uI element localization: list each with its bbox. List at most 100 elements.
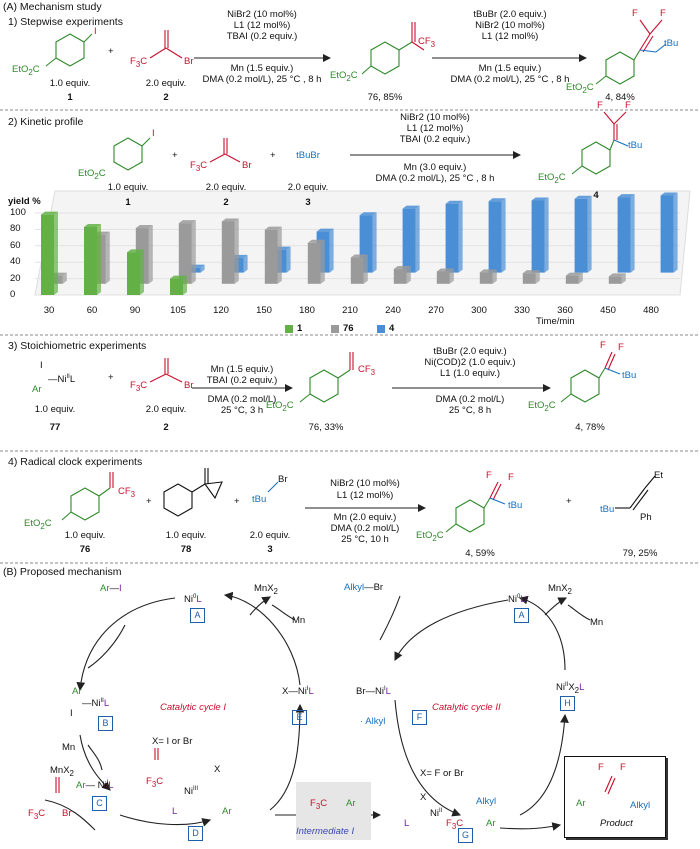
- bar-76-180: [307, 242, 321, 284]
- bar-76-240: [393, 269, 407, 284]
- bar-side: [200, 264, 205, 273]
- bar-76-450: [608, 276, 622, 284]
- bar-top: [402, 205, 420, 209]
- bar-top: [359, 212, 377, 216]
- section-B-title: (B) Proposed mechanism: [3, 566, 122, 578]
- bar-top: [660, 192, 678, 196]
- x-tick: 150: [256, 305, 272, 316]
- bar-top: [41, 211, 58, 215]
- y-tick: 100: [10, 207, 26, 218]
- bar-side: [673, 192, 678, 273]
- y-tick: 60: [10, 239, 21, 251]
- bar-side: [183, 275, 187, 295]
- bar-top: [221, 218, 239, 222]
- bar-side: [406, 266, 411, 284]
- x-tick: 480: [643, 305, 659, 316]
- x-tick: 450: [600, 305, 616, 316]
- eq-1: 1.0 equiv.: [49, 78, 91, 89]
- bar-side: [535, 270, 540, 284]
- x-tick: 360: [557, 305, 573, 316]
- ester-label-1: EtO2C: [12, 64, 40, 77]
- x-tick: 300: [471, 305, 487, 316]
- bar-76-150: [264, 229, 278, 284]
- bar-4-300: [488, 201, 502, 273]
- bar-side: [277, 226, 282, 284]
- x-tick: 210: [342, 305, 358, 316]
- bar-top: [522, 270, 540, 274]
- bar-side: [415, 205, 420, 273]
- section-2-title: 2) Kinetic profile: [8, 116, 84, 128]
- bar-76-300: [479, 272, 493, 284]
- x-tick: 330: [514, 305, 530, 316]
- bar-4-270: [445, 203, 459, 273]
- kinetic-chart: [34, 190, 691, 296]
- bar-side: [105, 231, 110, 284]
- bar-side: [234, 218, 239, 284]
- legend-swatch: [285, 325, 293, 333]
- bar-side: [320, 239, 325, 284]
- bar-side: [492, 269, 497, 284]
- legend-swatch: [331, 325, 339, 333]
- x-tick: 90: [129, 305, 141, 316]
- cmpd-2: 2: [163, 92, 169, 103]
- bar-top: [617, 194, 635, 198]
- iodo-label: I: [94, 26, 97, 37]
- bar-4-480: [660, 195, 674, 273]
- bar-1-60: [84, 226, 97, 295]
- bar-side: [630, 194, 635, 273]
- y-tick: 20: [10, 272, 21, 284]
- bar-top: [316, 228, 334, 232]
- bar-top: [84, 223, 101, 227]
- bar-top: [565, 272, 583, 276]
- bar-76-270: [436, 271, 450, 284]
- bar-76-120: [221, 221, 235, 284]
- chart-ylabel: yield %: [8, 196, 41, 207]
- bar-top: [127, 249, 144, 253]
- section-4-title: 4) Radical clock experiments: [8, 456, 143, 468]
- intermediate-I-box: [296, 782, 371, 840]
- bar-side: [363, 254, 368, 284]
- bar-side: [329, 228, 334, 273]
- bar-side: [449, 268, 454, 284]
- chart-xlabel: Time/min: [536, 316, 575, 327]
- x-tick: 60: [86, 305, 98, 316]
- bar-1-105: [170, 278, 183, 295]
- x-tick: 240: [385, 305, 401, 316]
- legend-label: 1: [297, 323, 303, 334]
- product-box: [564, 756, 666, 838]
- x-tick: 270: [428, 305, 444, 316]
- cycle-II-arrows: [379, 595, 591, 831]
- bar-76-210: [350, 257, 364, 284]
- yield-76: 76, 85%: [367, 92, 403, 103]
- section-1-title: 1) Stepwise experiments: [8, 16, 123, 28]
- bar-side: [286, 246, 291, 273]
- bar-top: [436, 268, 454, 272]
- x-tick: 120: [213, 305, 229, 316]
- bar-top: [574, 195, 592, 199]
- y-tick: 80: [10, 223, 21, 235]
- intermediate-I-label: Intermediate I: [296, 826, 355, 837]
- bar-top: [170, 275, 187, 279]
- bar-top: [350, 254, 368, 258]
- y-tick: 40: [10, 256, 21, 268]
- bar-top: [307, 239, 325, 243]
- bar-76-105: [178, 223, 192, 284]
- bar-top: [531, 197, 549, 201]
- bar-top: [488, 198, 506, 202]
- bar-1-30: [41, 214, 54, 295]
- bar-side: [587, 195, 592, 273]
- product-4: [595, 49, 641, 85]
- bar-top: [178, 220, 196, 224]
- bar-76-360: [565, 275, 579, 284]
- legend-label: 76: [343, 323, 354, 334]
- bar-side: [54, 211, 58, 295]
- y-tick: 0: [10, 289, 16, 300]
- bar-4-240: [402, 208, 416, 273]
- x-tick: 105: [170, 305, 186, 316]
- bar-76-330: [522, 273, 536, 284]
- bar-side: [140, 249, 144, 295]
- bar-4-450: [617, 197, 631, 273]
- bar-side: [372, 212, 377, 273]
- section-3-title: 3) Stoichiometric experiments: [8, 340, 147, 352]
- bar-side: [501, 198, 506, 273]
